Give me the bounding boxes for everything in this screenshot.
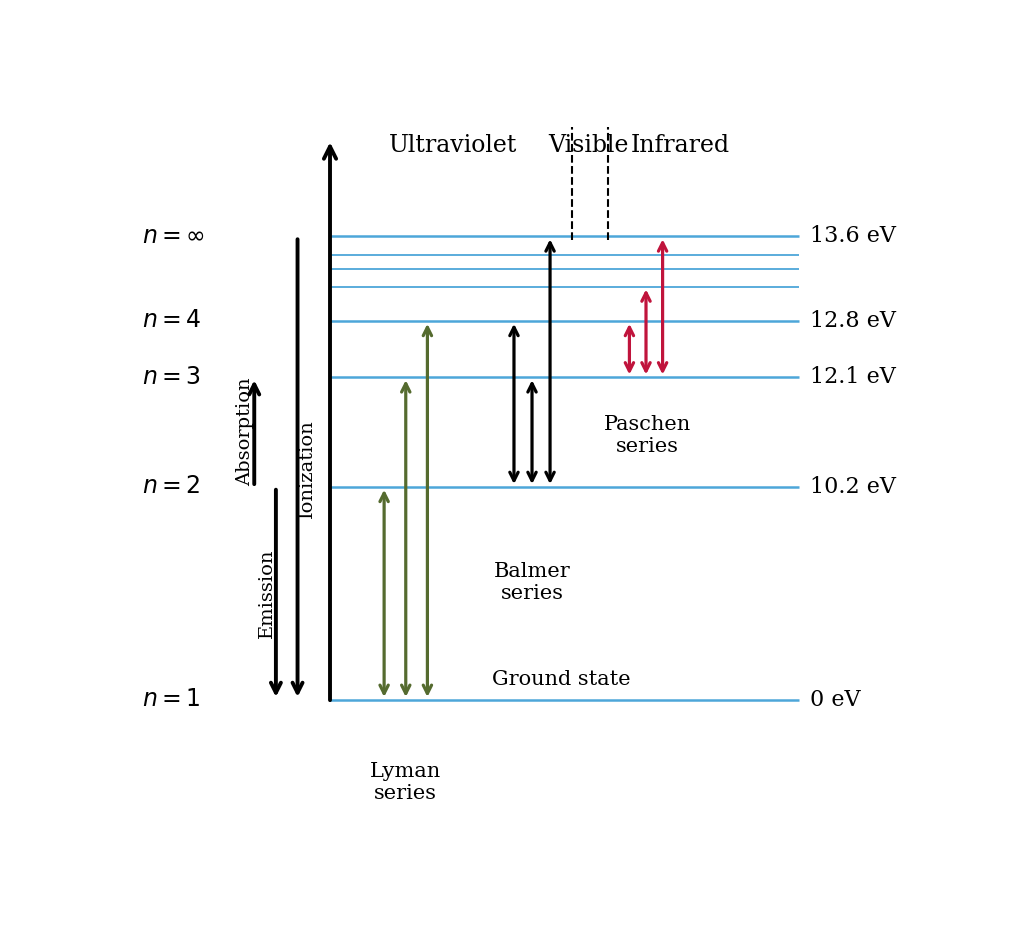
- Text: 10.2 eV: 10.2 eV: [810, 476, 896, 498]
- Text: Ultraviolet: Ultraviolet: [388, 134, 517, 158]
- Text: 12.8 eV: 12.8 eV: [810, 310, 896, 332]
- Text: Balmer
series: Balmer series: [494, 562, 570, 603]
- Text: Lyman
series: Lyman series: [370, 762, 441, 804]
- Text: $n = 3$: $n = 3$: [142, 366, 202, 388]
- Text: Infrared: Infrared: [631, 134, 729, 158]
- Text: Ionization: Ionization: [298, 419, 316, 517]
- Text: Absorption: Absorption: [236, 378, 254, 487]
- Text: Paschen
series: Paschen series: [604, 415, 691, 456]
- Text: $n = 1$: $n = 1$: [142, 689, 201, 711]
- Text: Emission: Emission: [257, 549, 275, 638]
- Text: 13.6 eV: 13.6 eV: [810, 225, 896, 248]
- Text: $n = 2$: $n = 2$: [142, 476, 201, 499]
- Text: Ground state: Ground state: [492, 669, 630, 689]
- Text: $n = \infty$: $n = \infty$: [142, 225, 206, 248]
- Text: Visible: Visible: [548, 134, 629, 158]
- Text: 0 eV: 0 eV: [810, 689, 860, 711]
- Text: 12.1 eV: 12.1 eV: [810, 366, 896, 388]
- Text: $n = 4$: $n = 4$: [142, 310, 202, 333]
